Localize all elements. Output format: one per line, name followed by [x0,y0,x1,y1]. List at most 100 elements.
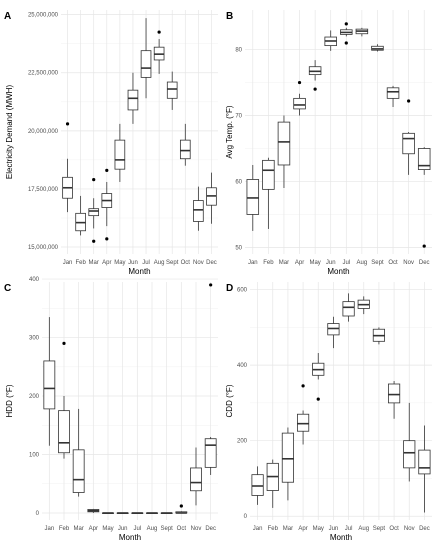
outlier-point [105,168,109,172]
box-jul [140,18,152,99]
outlier-point [313,87,317,91]
outlier-point [297,80,302,85]
box-jul [131,512,144,514]
y-tick-label: 300 [29,336,40,342]
y-tick-label: 0 [244,514,248,520]
x-tick-label: Apr [295,260,304,266]
y-tick-label: 600 [237,288,248,294]
box-jan [62,122,73,213]
x-tick-label: Sept [371,260,384,266]
x-tick-label: Jan [63,260,73,266]
outlier-point [344,41,348,45]
box-iqr [277,121,291,166]
box-jan [43,317,56,446]
x-tick-label: Jan [248,260,258,266]
box-jul [340,22,353,45]
box-iqr [204,438,217,468]
box-jun [127,72,139,124]
box-jan [246,164,260,231]
box-nov [402,99,415,175]
box-iqr [88,208,100,217]
outlier-point [105,237,109,241]
box-iqr [127,89,139,111]
y-tick-label: 60 [235,179,242,185]
panel-tag: C [4,283,11,294]
box-jun [116,512,129,514]
x-tick-label: Nov [191,526,202,532]
box-oct [386,85,400,107]
x-tick-label: Jun [326,260,336,266]
x-tick-label: Mar [283,526,293,532]
box-oct [175,504,188,514]
outlier-point [407,99,411,103]
y-tick-label: 400 [29,277,40,283]
x-tick-label: Mar [73,526,83,532]
x-tick-label: Mar [279,260,289,266]
box-iqr [387,383,401,404]
outlier-point [157,30,161,34]
panel-tag: A [4,11,11,22]
x-tick-label: Jan [44,526,54,532]
box-iqr [58,410,70,454]
y-tick-label: 20,000,000 [28,129,59,135]
y-axis-label: CDD (°F) [225,384,234,417]
y-axis-label: Avg Temp. (°F) [225,105,234,158]
outlier-point [179,504,183,508]
box-jul [342,293,355,322]
x-tick-label: Aug [358,526,369,532]
box-feb [266,459,279,508]
outlier-point [62,341,66,346]
panel-c: 0 100 200 300 400 Jan Feb Mar Apr May Jun Jul Aug Sep… [4,277,218,542]
y-tick-label: 200 [29,394,40,400]
y-tick-label: 80 [235,48,242,54]
x-tick-label: Jan [253,526,263,532]
outlier-point [209,283,213,287]
outlier-point [316,397,320,401]
box-apr [293,80,306,116]
box-mar [88,178,100,243]
x-tick-label: Jun [128,260,138,266]
x-tick-label: May [102,526,113,532]
x-tick-label: Jul [133,526,141,532]
box-iqr [262,159,275,190]
x-tick-label: May [313,526,324,532]
box-iqr [281,432,295,483]
box-sept [372,327,386,345]
box-sept [371,44,384,52]
box-oct [387,380,401,419]
x-tick-label: Nov [404,526,415,532]
box-iqr [403,440,416,469]
x-tick-label: Oct [388,260,398,266]
box-jun [324,30,337,51]
y-tick-label: 0 [36,511,40,517]
box-aug [357,296,370,315]
box-iqr [166,81,178,99]
x-tick-label: Apr [89,526,98,532]
x-tick-label: Jul [142,260,150,266]
y-axis-label: HDD (°F) [5,384,14,417]
outlier-point [65,122,70,126]
box-apr [87,508,100,513]
box-sept [160,512,173,514]
outlier-point [92,239,96,243]
box-feb [262,157,275,229]
x-tick-label: Mar [89,260,99,266]
box-may [114,123,126,182]
x-tick-label: Oct [389,526,399,532]
x-tick-label: Dec [206,260,217,266]
box-dec [418,425,431,513]
y-tick-label: 17,500,000 [28,187,59,193]
x-axis-label: Month [330,533,352,542]
x-tick-label: Jul [345,526,353,532]
box-iqr [246,179,260,215]
box-iqr [417,148,431,170]
x-axis-label: Month [327,267,349,276]
box-sept [166,71,178,110]
outlier-point [92,178,96,182]
x-tick-label: Dec [419,526,430,532]
box-apr [101,168,113,241]
y-axis-label: Electricity Demand (MWH) [5,85,14,180]
panel-b: 50 60 70 80 Jan Feb Mar Apr May Jun Jul Aug Sept Oct N… [225,10,432,276]
x-tick-label: Sept [166,260,179,266]
